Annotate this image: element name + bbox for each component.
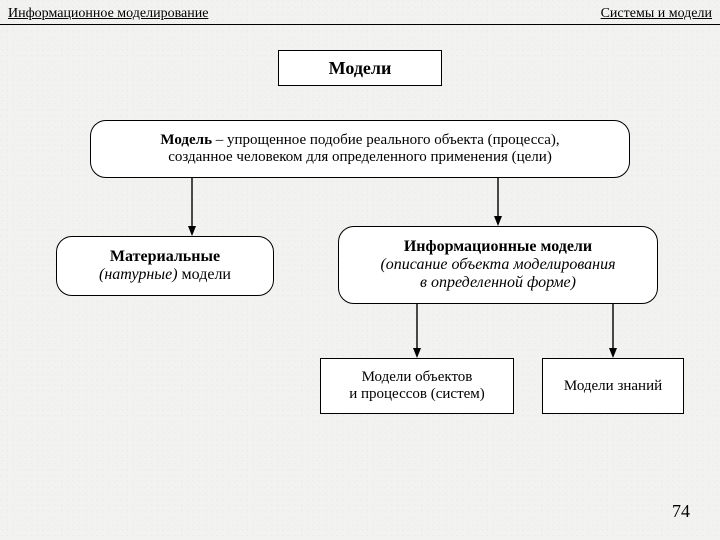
mat-line2: (натурные) модели	[99, 266, 231, 284]
obj-line2: и процессов (систем)	[349, 386, 485, 403]
mat-line1: Материальные	[110, 248, 220, 266]
node-title: Модели	[278, 50, 442, 86]
know-line1: Модели знаний	[564, 378, 662, 395]
info-line1: Информационные модели	[404, 238, 592, 256]
header-right-label: Системы и модели	[601, 6, 712, 22]
header-divider	[0, 24, 720, 25]
node-definition: Модель – упрощенное подобие реального об…	[90, 120, 630, 178]
obj-line1: Модели объектов	[362, 369, 473, 386]
def-line2: созданное человеком для определенного пр…	[168, 149, 552, 166]
node-knowledge: Модели знаний	[542, 358, 684, 414]
node-material: Материальные (натурные) модели	[56, 236, 274, 296]
node-informational: Информационные модели (описание объекта …	[338, 226, 658, 304]
def-line1: Модель – упрощенное подобие реального об…	[160, 132, 559, 149]
node-objects-processes: Модели объектов и процессов (систем)	[320, 358, 514, 414]
info-line2: (описание объекта моделирования	[380, 256, 615, 274]
header-left-label: Информационное моделирование	[8, 6, 208, 22]
info-line3: в определенной форме)	[420, 274, 576, 292]
page-number: 74	[672, 501, 690, 522]
node-title-text: Модели	[329, 58, 392, 79]
